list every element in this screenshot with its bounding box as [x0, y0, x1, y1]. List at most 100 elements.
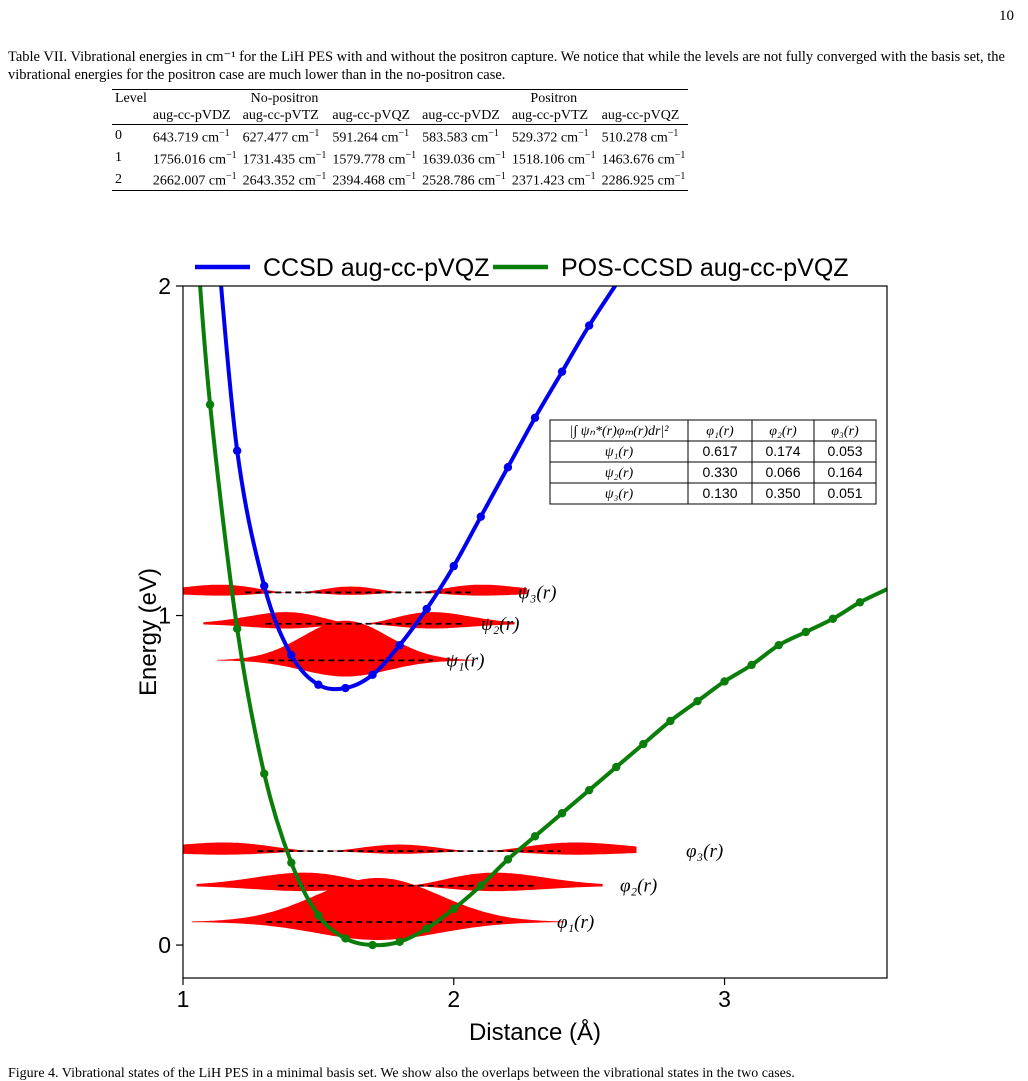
data-point	[530, 413, 540, 423]
energy-cell: 627.477 cm−1	[242, 128, 320, 146]
level-label: ψ₂(r)	[481, 614, 519, 635]
data-point	[612, 762, 621, 772]
basis-header: aug-cc-pVDZ	[149, 107, 240, 125]
table-row: 0 643.719 cm−1 627.477 cm−1 591.264 cm−1 583…	[112, 125, 688, 147]
energy-cell: 1463.676 cm−1	[601, 149, 686, 168]
plot-frame	[182, 285, 888, 979]
overlap-col-label: φ₁(r)	[706, 424, 734, 439]
basis-header: aug-cc-pVTZ	[508, 107, 599, 125]
energy-cell: 2662.007 cm−1	[149, 168, 240, 191]
data-point	[232, 446, 242, 455]
basis-header: aug-cc-pVQZ	[329, 107, 420, 125]
data-point	[341, 683, 350, 693]
overlap-table-header: |∫ ψₙ*(r)φₘ(r)dr|²	[570, 424, 670, 439]
energy-cell: 529.372 cm−1	[511, 128, 589, 146]
x-axis-label: Distance (Å)	[469, 1018, 601, 1046]
data-point	[476, 512, 486, 521]
table-basis-row: aug-cc-pVDZ aug-cc-pVTZ aug-cc-pVQZ aug-…	[112, 107, 689, 125]
data-point	[855, 598, 865, 607]
energy-cell: 510.278 cm−1	[601, 128, 679, 146]
overlap-value: 0.066	[765, 464, 800, 480]
data-point	[693, 697, 702, 706]
group-no-positron: No-positron	[149, 89, 420, 107]
overlap-value: 0.164	[827, 464, 862, 480]
data-point	[828, 614, 838, 624]
energy-cell: 583.583 cm−1	[422, 128, 499, 146]
x-tick-label: 2	[447, 986, 460, 1012]
energy-cell: 591.264 cm−1	[332, 128, 410, 146]
vibrational-energy-table: Level No-positron Positron aug-cc-pVDZ a…	[112, 89, 689, 191]
overlap-value: 0.130	[702, 485, 737, 501]
level-label: φ₂(r)	[620, 876, 657, 897]
data-point	[232, 624, 242, 633]
level-label: φ₃(r)	[686, 841, 723, 862]
data-point	[260, 769, 269, 778]
data-point	[774, 640, 783, 650]
legend-label: POS-CCSD aug-cc-pVQZ	[561, 254, 849, 282]
level-label: ψ₁(r)	[446, 650, 484, 671]
data-point	[395, 937, 404, 946]
table-caption: Table VII. Vibrational energies in cm⁻¹ …	[8, 49, 1005, 83]
data-point	[314, 680, 323, 689]
data-point	[422, 924, 431, 933]
overlap-row-label: ψ₂(r)	[605, 466, 634, 481]
data-point	[503, 855, 513, 864]
energy-cell: 2643.352 cm−1	[239, 168, 330, 191]
axes: 1 2 3 0 1 2 Distance (Å) Energy (eV)	[135, 273, 731, 1046]
table-row: 1 1756.016 cm−1 1731.435 cm−1 1579.778 cm−1…	[112, 147, 688, 169]
data-point	[287, 650, 296, 660]
data-point	[720, 677, 729, 686]
data-point	[801, 627, 810, 637]
basis-header: aug-cc-pVTZ	[239, 107, 330, 125]
data-point	[584, 785, 594, 795]
wavefunction-shape	[183, 842, 637, 855]
data-point	[341, 934, 350, 943]
y-tick-label: 1	[158, 603, 171, 629]
data-point	[205, 400, 215, 409]
legend-label: CCSD aug-cc-pVQZ	[263, 254, 489, 282]
wavefunction-shape	[216, 620, 475, 677]
data-point	[584, 321, 594, 330]
energy-cell: 1639.036 cm−1	[422, 149, 506, 168]
basis-header: aug-cc-pVQZ	[598, 107, 689, 125]
data-point	[287, 858, 296, 867]
table-header-row: Level No-positron Positron	[112, 89, 689, 107]
level-label: φ₁(r)	[557, 912, 594, 933]
lih-pes-plot: CCSD aug-cc-pVQZ POS-CCSD aug-cc-pVQZ 1 2 3…	[135, 254, 888, 1046]
data-point	[666, 716, 675, 726]
energy-cell: 2286.925 cm−1	[598, 168, 689, 191]
overlap-value: 0.174	[765, 443, 800, 459]
overlap-value: 0.617	[702, 443, 737, 459]
data-point	[639, 739, 648, 749]
x-tick-label: 1	[177, 986, 190, 1012]
group-positron: Positron	[419, 89, 689, 107]
overlap-row-label: ψ₃(r)	[605, 487, 634, 502]
overlap-table: |∫ ψₙ*(r)φₘ(r)dr|² φ₁(r) φ₂(r) φ₃(r) ψ₁(r) 0.…	[549, 419, 877, 505]
level-cell: 2	[112, 168, 150, 191]
y-tick-label: 2	[158, 273, 171, 299]
energy-cell: 643.719 cm−1	[152, 128, 230, 146]
col-level-header: Level	[112, 89, 150, 107]
energy-cell: 1731.435 cm−1	[242, 149, 327, 168]
legend: CCSD aug-cc-pVQZ POS-CCSD aug-cc-pVQZ	[195, 254, 849, 282]
data-point	[557, 367, 567, 376]
page-number: 10	[999, 8, 1014, 24]
overlap-row-label: ψ₁(r)	[605, 445, 634, 460]
basis-header: aug-cc-pVDZ	[419, 107, 509, 125]
overlap-value: 0.051	[827, 485, 862, 501]
curve-layer	[198, 286, 887, 950]
data-point	[747, 660, 756, 670]
x-tick-label: 3	[718, 986, 731, 1012]
y-axis-label: Energy (eV)	[135, 568, 162, 696]
level-cell: 1	[115, 149, 122, 165]
wavefunction-shape	[183, 584, 527, 596]
data-point	[368, 670, 377, 680]
data-point	[503, 463, 513, 472]
level-cell: 0	[115, 128, 122, 144]
data-point	[314, 911, 323, 920]
overlap-col-label: φ₂(r)	[769, 424, 797, 439]
level-labels: ψ₁(r) ψ₂(r) ψ₃(r) φ₁(r) φ₂(r) φ₃(r)	[446, 582, 723, 933]
data-point	[557, 809, 567, 818]
energy-cell: 1579.778 cm−1	[332, 149, 417, 168]
energy-cell: 1518.106 cm−1	[511, 149, 596, 168]
